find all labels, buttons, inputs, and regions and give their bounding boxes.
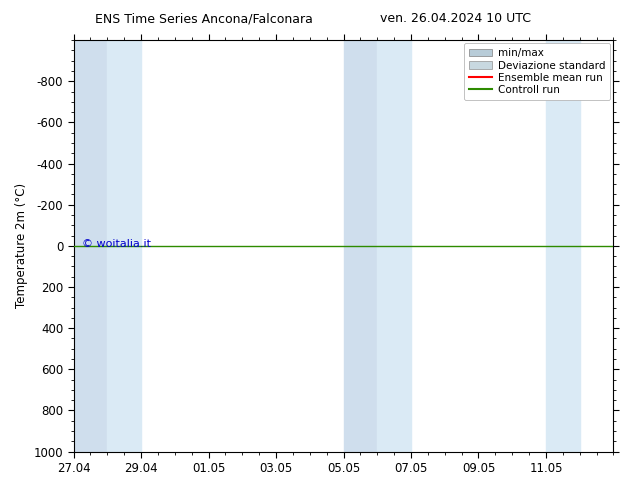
Bar xyxy=(344,40,377,452)
Y-axis label: Temperature 2m (°C): Temperature 2m (°C) xyxy=(15,183,28,308)
Bar xyxy=(377,40,411,452)
Bar xyxy=(546,40,579,452)
Text: ENS Time Series Ancona/Falconara: ENS Time Series Ancona/Falconara xyxy=(95,12,313,25)
Text: © woitalia.it: © woitalia.it xyxy=(82,239,151,249)
Bar xyxy=(107,40,141,452)
Text: ven. 26.04.2024 10 UTC: ven. 26.04.2024 10 UTC xyxy=(380,12,531,25)
Legend: min/max, Deviazione standard, Ensemble mean run, Controll run: min/max, Deviazione standard, Ensemble m… xyxy=(464,43,611,100)
Bar xyxy=(74,40,107,452)
